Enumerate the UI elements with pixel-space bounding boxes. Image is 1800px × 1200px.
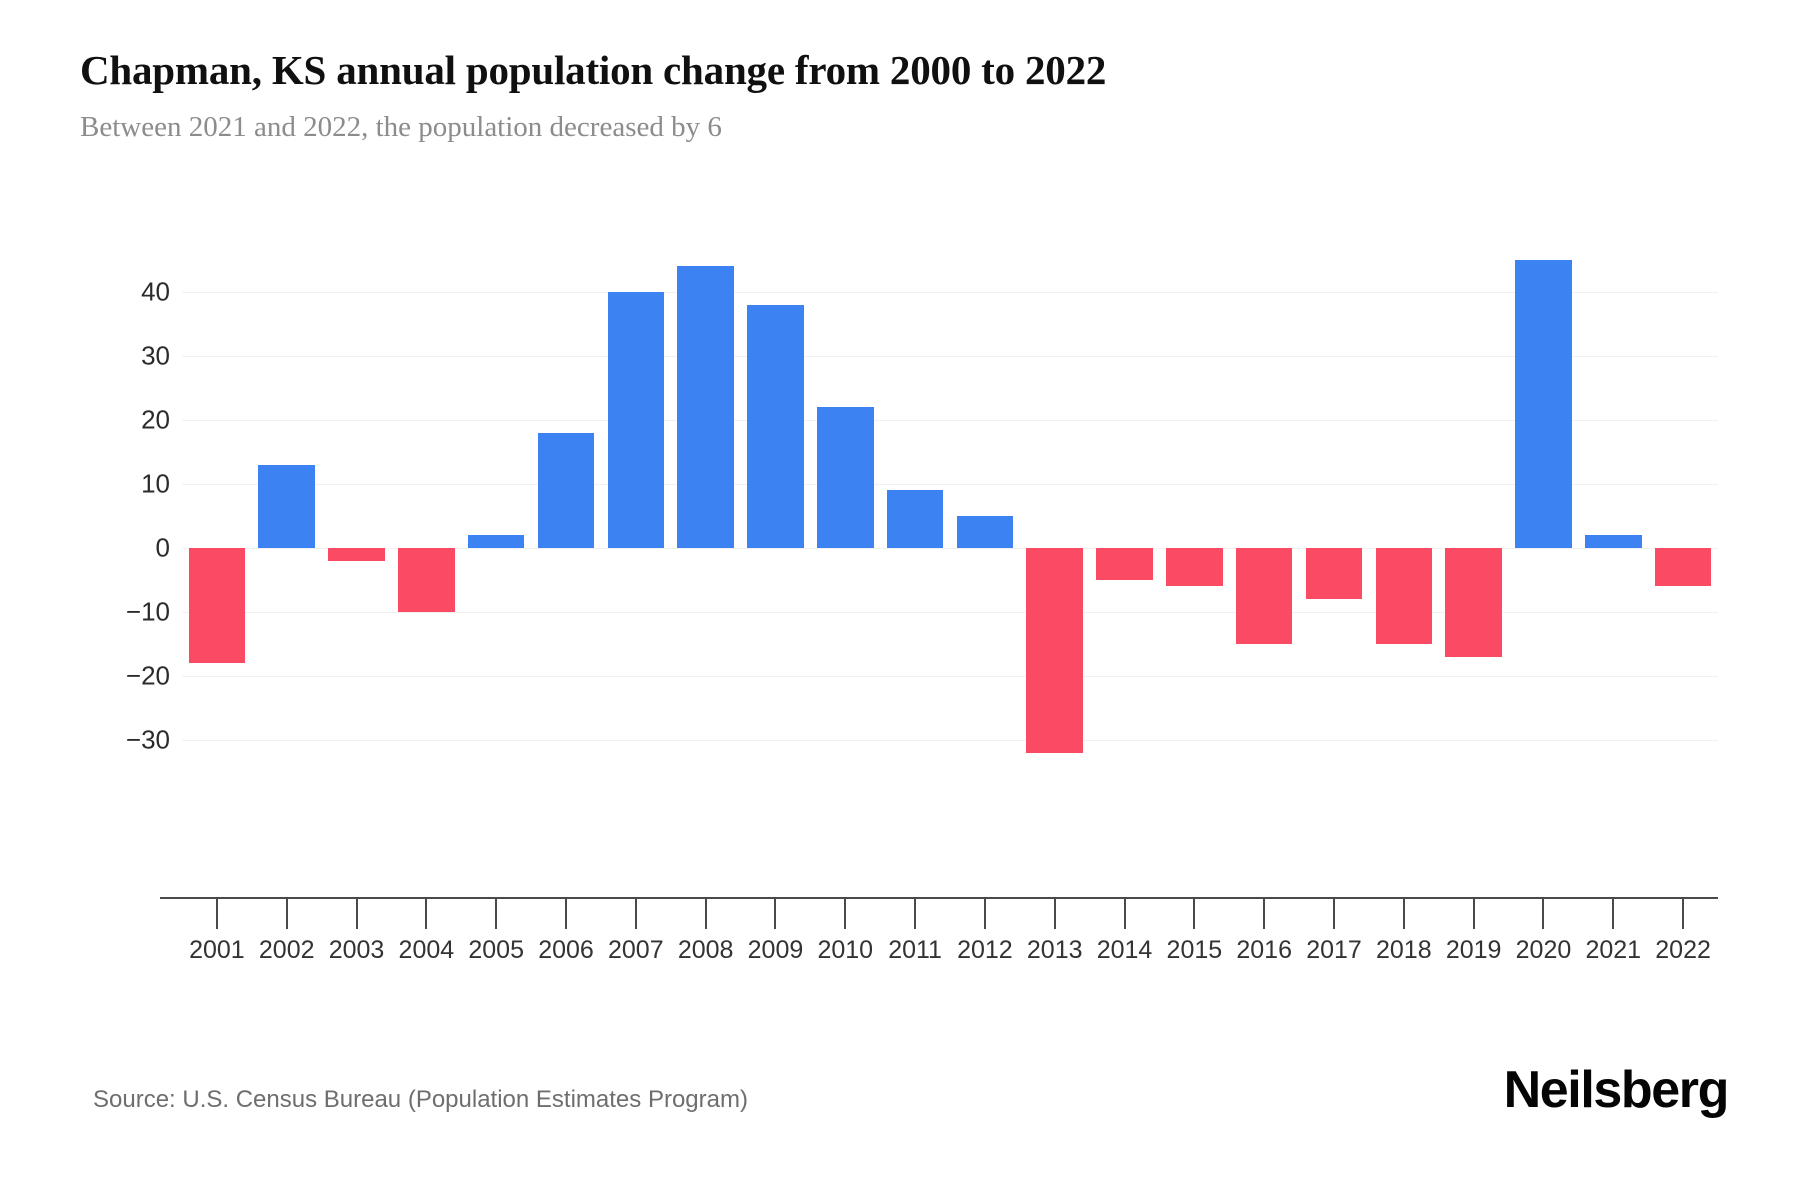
x-axis-tick-mark: [1682, 899, 1685, 929]
x-axis-tick-mark: [355, 899, 358, 929]
x-axis-tick-label-2012: 2012: [957, 936, 1013, 964]
gridline: [182, 676, 1718, 677]
y-axis-tick-label: 20: [141, 404, 170, 435]
x-axis-tick-label-2003: 2003: [328, 936, 385, 964]
bar-2011[interactable]: [886, 490, 944, 548]
y-axis-tick-label: 30: [141, 340, 170, 371]
gridline: [182, 292, 1718, 293]
x-axis-tick-mark: [1053, 899, 1056, 929]
bar-2015[interactable]: [1166, 548, 1223, 587]
x-axis-tick-mark: [1193, 899, 1196, 929]
x-axis-tick-mark: [704, 899, 707, 929]
x-axis-tick-mark: [1402, 899, 1405, 929]
page-subtitle: Between 2021 and 2022, the population de…: [80, 110, 722, 143]
bar-2007[interactable]: [607, 292, 665, 548]
y-axis-tick-label: −30: [125, 724, 170, 755]
x-axis-tick-label-2005: 2005: [468, 936, 524, 964]
x-axis-line: [160, 897, 1718, 899]
bar-2009[interactable]: [747, 304, 804, 548]
bar-2013[interactable]: [1026, 548, 1083, 753]
bar-2008[interactable]: [677, 266, 734, 548]
gridline: [182, 356, 1718, 357]
bar-2017[interactable]: [1305, 548, 1363, 600]
x-axis-tick-mark: [1542, 899, 1545, 929]
x-axis-tick-label-2020: 2020: [1515, 936, 1572, 964]
x-axis-tick-mark: [914, 899, 917, 929]
x-axis-tick-label-2015: 2015: [1166, 936, 1223, 964]
x-axis-tick-label-2022: 2022: [1655, 936, 1711, 964]
bar-2019[interactable]: [1445, 548, 1502, 657]
bar-2002[interactable]: [258, 464, 315, 548]
bar-2005[interactable]: [467, 535, 525, 548]
bar-2018[interactable]: [1375, 548, 1433, 644]
x-axis-tick-label-2019: 2019: [1445, 936, 1502, 964]
bar-2022[interactable]: [1654, 548, 1712, 587]
x-axis-tick-label-2001: 2001: [189, 936, 245, 964]
x-axis-tick-label-2004: 2004: [398, 936, 455, 964]
x-axis-tick-label-2006: 2006: [538, 936, 594, 964]
gridline: [182, 484, 1718, 485]
bar-2006[interactable]: [537, 432, 595, 548]
bar-2003[interactable]: [328, 548, 385, 561]
x-axis-tick-mark: [1612, 899, 1615, 929]
x-axis-tick-mark: [425, 899, 428, 929]
x-axis-tick-mark: [774, 899, 777, 929]
x-axis-tick-label-2013: 2013: [1026, 936, 1083, 964]
x-axis-tick-mark: [1123, 899, 1126, 929]
x-axis-tick-mark: [565, 899, 567, 929]
gridline: [182, 548, 1718, 549]
gridline: [182, 420, 1718, 421]
bar-2021[interactable]: [1584, 535, 1642, 548]
page-title: Chapman, KS annual population change fro…: [80, 47, 1107, 93]
x-axis-tick-mark: [983, 899, 986, 929]
y-axis-tick-label: 40: [141, 276, 170, 307]
x-axis-tick-mark: [285, 899, 288, 929]
source-note: Source: U.S. Census Bureau (Population E…: [93, 1086, 748, 1113]
x-axis-tick-label-2007: 2007: [608, 936, 664, 964]
x-axis-tick-label-2002: 2002: [258, 936, 315, 964]
x-axis-tick-label-2011: 2011: [888, 936, 942, 964]
x-axis-tick-label-2017: 2017: [1306, 936, 1362, 964]
y-axis-tick-label: −20: [125, 660, 170, 691]
x-axis-tick-mark: [215, 899, 218, 929]
x-axis-tick-label-2021: 2021: [1585, 936, 1642, 964]
chart-header: Chapman, KS annual population change fro…: [80, 47, 1720, 145]
x-axis-tick-mark: [844, 899, 847, 929]
bar-2010[interactable]: [816, 407, 874, 548]
gridline: [182, 612, 1718, 613]
bar-2012[interactable]: [956, 516, 1014, 548]
bar-2001[interactable]: [188, 548, 246, 664]
brand-logo: Neilsberg: [1503, 1061, 1730, 1119]
x-axis-tick-label-2014: 2014: [1096, 936, 1153, 964]
x-axis-tick-mark: [495, 899, 498, 929]
y-axis-tick-label: 0: [155, 532, 170, 563]
bar-2014[interactable]: [1096, 548, 1153, 580]
x-axis-tick-label-2018: 2018: [1376, 936, 1432, 964]
x-axis-tick-label-2009: 2009: [747, 936, 804, 964]
y-axis-tick-label: −10: [125, 596, 170, 627]
x-axis-tick-label-2010: 2010: [817, 936, 874, 964]
y-axis-tick-label: 10: [141, 468, 170, 499]
x-axis-tick-mark: [1472, 899, 1475, 929]
x-axis-tick-mark: [634, 899, 637, 929]
x-axis-tick-mark: [1333, 899, 1335, 929]
x-axis-tick-label-2016: 2016: [1236, 936, 1292, 964]
x-axis-tick-label-2008: 2008: [677, 936, 734, 964]
x-axis-tick-mark: [1263, 899, 1266, 929]
bar-2004[interactable]: [398, 548, 455, 612]
bar-2016[interactable]: [1235, 548, 1293, 644]
gridline: [182, 740, 1718, 741]
bar-2020[interactable]: [1515, 260, 1572, 548]
